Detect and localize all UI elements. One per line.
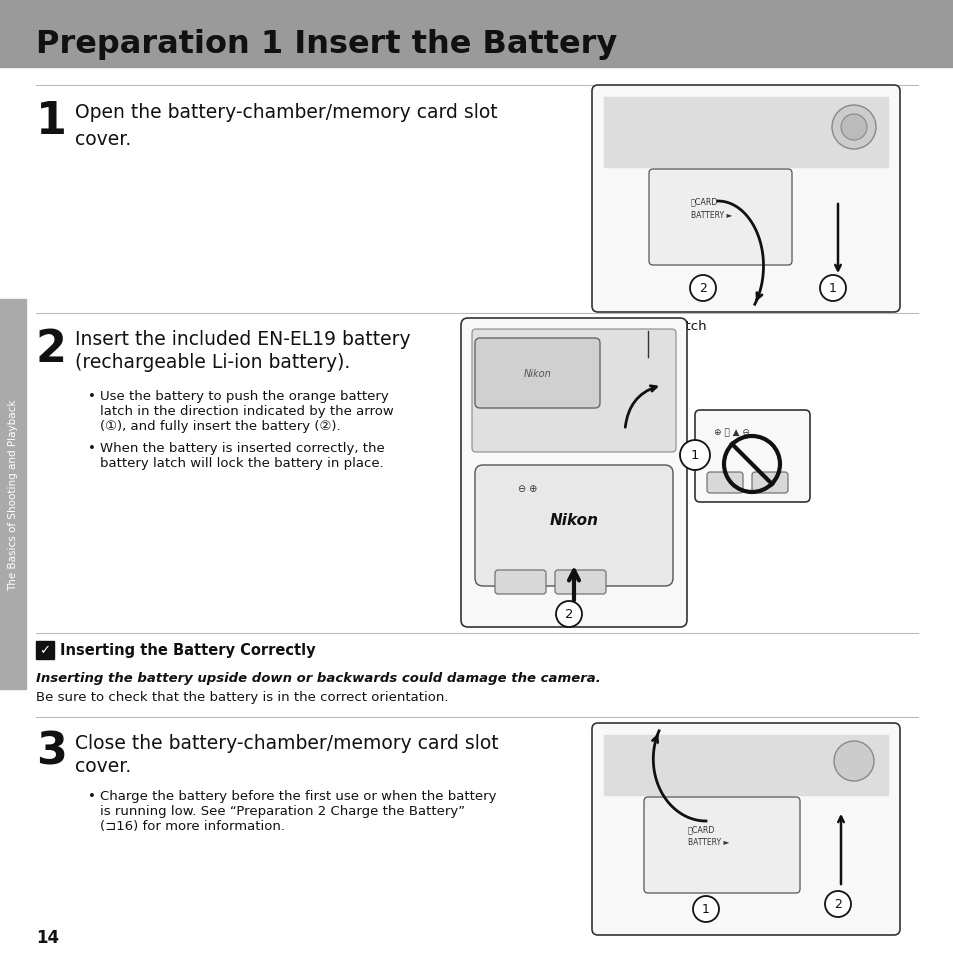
- Text: 3: 3: [36, 730, 67, 773]
- Bar: [0, 299, 26, 689]
- Text: 1: 1: [701, 902, 709, 916]
- FancyBboxPatch shape: [460, 318, 686, 627]
- Circle shape: [824, 891, 850, 917]
- Text: Open the battery-chamber/memory card slot
cover.: Open the battery-chamber/memory card slo…: [75, 103, 497, 149]
- Text: Be sure to check that the battery is in the correct orientation.: Be sure to check that the battery is in …: [36, 690, 448, 703]
- Circle shape: [692, 896, 719, 923]
- Text: ⎙CARD: ⎙CARD: [687, 824, 715, 834]
- Text: 1: 1: [828, 282, 836, 295]
- Text: (rechargeable Li-ion battery).: (rechargeable Li-ion battery).: [75, 353, 350, 372]
- FancyBboxPatch shape: [475, 465, 672, 586]
- Text: cover.: cover.: [75, 757, 132, 775]
- Circle shape: [679, 440, 709, 471]
- Circle shape: [820, 275, 845, 302]
- Text: Insert the included EN-EL19 battery: Insert the included EN-EL19 battery: [75, 330, 410, 349]
- Text: battery latch will lock the battery in place.: battery latch will lock the battery in p…: [100, 456, 383, 470]
- Text: Preparation 1 Insert the Battery: Preparation 1 Insert the Battery: [36, 29, 617, 59]
- Text: When the battery is inserted correctly, the: When the battery is inserted correctly, …: [100, 441, 384, 455]
- Text: latch in the direction indicated by the arrow: latch in the direction indicated by the …: [100, 405, 394, 417]
- FancyBboxPatch shape: [592, 723, 899, 935]
- Text: ⊖ ⊕: ⊖ ⊕: [517, 483, 537, 494]
- Circle shape: [841, 115, 866, 141]
- Text: Inserting the Battery Correctly: Inserting the Battery Correctly: [60, 643, 315, 658]
- Bar: [0, 0, 953, 68]
- Text: •: •: [88, 789, 95, 802]
- Text: Battery latch: Battery latch: [619, 319, 706, 333]
- Text: ✓: ✓: [39, 644, 51, 657]
- Text: •: •: [88, 441, 95, 455]
- Circle shape: [833, 741, 873, 781]
- Text: 2: 2: [36, 328, 67, 371]
- Text: 14: 14: [36, 928, 59, 946]
- Text: Nikon: Nikon: [523, 369, 551, 378]
- Text: Use the battery to push the orange battery: Use the battery to push the orange batte…: [100, 390, 388, 402]
- Circle shape: [689, 275, 716, 302]
- FancyBboxPatch shape: [592, 86, 899, 313]
- Bar: [603, 98, 887, 168]
- Circle shape: [831, 106, 875, 150]
- FancyBboxPatch shape: [555, 571, 605, 595]
- FancyBboxPatch shape: [648, 170, 791, 266]
- FancyBboxPatch shape: [475, 338, 599, 409]
- Text: Nikon: Nikon: [549, 513, 598, 528]
- Text: Close the battery-chamber/memory card slot: Close the battery-chamber/memory card sl…: [75, 733, 498, 752]
- FancyBboxPatch shape: [751, 473, 787, 494]
- Text: is running low. See “Preparation 2 Charge the Battery”: is running low. See “Preparation 2 Charg…: [100, 804, 465, 817]
- Bar: [603, 735, 887, 795]
- Text: ⊕ Ⓘ ▲ ⊖: ⊕ Ⓘ ▲ ⊖: [713, 428, 749, 436]
- Text: Charge the battery before the first use or when the battery: Charge the battery before the first use …: [100, 789, 496, 802]
- Text: BATTERY ►: BATTERY ►: [687, 838, 729, 846]
- Text: 2: 2: [564, 608, 573, 620]
- Text: (①), and fully insert the battery (②).: (①), and fully insert the battery (②).: [100, 419, 340, 433]
- FancyBboxPatch shape: [472, 330, 676, 453]
- Text: 2: 2: [833, 898, 841, 910]
- Text: BATTERY ►: BATTERY ►: [690, 211, 732, 219]
- Text: ⎙CARD: ⎙CARD: [690, 197, 718, 206]
- Circle shape: [556, 601, 581, 627]
- Text: 2: 2: [699, 282, 706, 295]
- Text: (⊐16) for more information.: (⊐16) for more information.: [100, 820, 285, 832]
- FancyBboxPatch shape: [695, 411, 809, 502]
- FancyBboxPatch shape: [706, 473, 742, 494]
- Text: 1: 1: [36, 100, 67, 143]
- FancyBboxPatch shape: [495, 571, 545, 595]
- Bar: [36, 641, 54, 659]
- Text: The Basics of Shooting and Playback: The Basics of Shooting and Playback: [8, 399, 18, 590]
- Text: 1: 1: [690, 449, 699, 462]
- Text: Inserting the battery upside down or backwards could damage the camera.: Inserting the battery upside down or bac…: [36, 671, 600, 684]
- Text: •: •: [88, 390, 95, 402]
- FancyBboxPatch shape: [643, 797, 800, 893]
